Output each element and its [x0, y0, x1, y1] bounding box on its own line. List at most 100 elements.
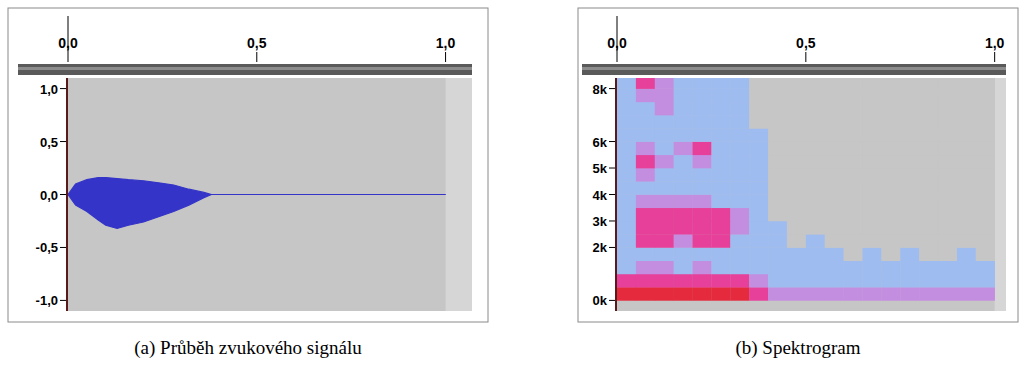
spectrogram-cell: [806, 89, 825, 103]
spectrogram-cell: [957, 261, 976, 275]
y-tick-label: 1,0: [40, 82, 58, 97]
spectrogram-cell: [900, 208, 919, 222]
spectrogram-cell: [693, 78, 712, 89]
y-tick: [60, 300, 66, 301]
spectrogram-cell: [844, 195, 863, 209]
spectrogram-cell: [862, 247, 881, 261]
spectrogram-cell: [749, 115, 768, 129]
spectrogram-cell: [693, 168, 712, 182]
spectrogram-cell: [768, 208, 787, 222]
spectrogram-cell: [749, 287, 768, 301]
spectrogram-cell: [711, 274, 730, 288]
spectrogram-cell: [693, 274, 712, 288]
y-tick-label: 5k: [593, 161, 608, 176]
spectrogram-cell: [636, 78, 655, 89]
spectrogram-cell: [636, 181, 655, 195]
spectrogram-cell: [919, 274, 938, 288]
y-tick-label: 6k: [593, 135, 608, 150]
spectrogram-cell: [711, 234, 730, 248]
spectrogram-cell: [655, 115, 674, 129]
spectrogram-cell: [938, 234, 957, 248]
spectrogram-cell: [976, 234, 995, 248]
spectrogram-cell: [655, 155, 674, 169]
spectrogram-cell: [806, 78, 825, 89]
spectrogram-cell: [711, 89, 730, 103]
spectrogram-cell: [844, 287, 863, 301]
spectrogram-cell: [938, 89, 957, 103]
spectrogram-cell: [730, 208, 749, 222]
spectrogram-cell: [674, 195, 693, 209]
spectrogram-cell: [881, 142, 900, 156]
spectrogram-cell: [900, 155, 919, 169]
spectrogram-cell: [636, 155, 655, 169]
spectrogram-cell: [976, 221, 995, 235]
spectrogram-cell: [711, 78, 730, 89]
spectrogram-cell: [919, 221, 938, 235]
spectrogram-cell: [881, 128, 900, 142]
spectrogram-cell: [919, 78, 938, 89]
spectrogram-cell: [730, 195, 749, 209]
spectrogram-cell: [711, 221, 730, 235]
spectrogram-cell: [655, 89, 674, 103]
spectrogram-cell: [938, 221, 957, 235]
spectrogram-cell: [711, 287, 730, 301]
spectrogram-cell: [957, 89, 976, 103]
spectrogram-cell: [900, 261, 919, 275]
spectrogram-cell: [768, 234, 787, 248]
spectrogram-cell: [636, 247, 655, 261]
spectrogram-cell: [900, 287, 919, 301]
spectrogram-cell: [749, 274, 768, 288]
spectrogram-cell: [825, 102, 844, 116]
y-tick: [60, 141, 66, 142]
spectrogram-cell: [881, 78, 900, 89]
spectrogram-cell: [730, 168, 749, 182]
spectrogram-cell: [938, 102, 957, 116]
spectrogram-cell: [787, 221, 806, 235]
x-tick-label: 0,0: [58, 35, 78, 51]
spectrogram-cell: [862, 115, 881, 129]
y-tick-label: -0,5: [36, 240, 58, 255]
spectrogram-cell: [617, 155, 636, 169]
spectrogram-cell: [636, 287, 655, 301]
spectrogram-cell: [749, 247, 768, 261]
spectrogram-cell: [674, 261, 693, 275]
y-tick: [609, 220, 615, 221]
spectrogram-cell: [730, 115, 749, 129]
spectrogram-cell: [957, 102, 976, 116]
spectrogram-cell: [693, 261, 712, 275]
ruler-band: [582, 64, 1006, 75]
spectrogram-cell: [674, 89, 693, 103]
spectrogram-cell: [957, 128, 976, 142]
spectrogram-cell: [881, 274, 900, 288]
panel-frame: [8, 8, 488, 322]
spectrogram-cell: [862, 234, 881, 248]
spectrogram-cell: [976, 195, 995, 209]
spectrogram-cell: [825, 221, 844, 235]
spectrogram-cell: [655, 102, 674, 116]
spectrogram-cell: [825, 234, 844, 248]
spectrogram-cell: [674, 287, 693, 301]
panel: 0,00,51,01,00,50,0-0,5-1,0: [8, 8, 488, 322]
spectrogram-cell: [881, 89, 900, 103]
spectrogram-cell: [844, 208, 863, 222]
spectrogram-cell: [919, 208, 938, 222]
spectrogram-cell: [825, 168, 844, 182]
spectrogram-cell: [674, 274, 693, 288]
spectrogram-cell: [636, 128, 655, 142]
spectrogram-cell: [768, 247, 787, 261]
spectrogram-cell: [730, 142, 749, 156]
spectrogram-cell: [976, 89, 995, 103]
spectrogram-cell: [900, 89, 919, 103]
spectrogram-cell: [787, 234, 806, 248]
spectrogram-cell: [806, 142, 825, 156]
spectrogram-cell: [976, 102, 995, 116]
spectrogram-cell: [730, 221, 749, 235]
spectrogram-cell: [919, 287, 938, 301]
spectrogram-cell: [749, 221, 768, 235]
spectrogram-cell: [636, 274, 655, 288]
spectrogram-cell: [900, 221, 919, 235]
spectrogram-cell: [749, 155, 768, 169]
spectrogram-cell: [749, 195, 768, 209]
spectrogram-cell: [787, 247, 806, 261]
spectrogram-cell: [919, 89, 938, 103]
